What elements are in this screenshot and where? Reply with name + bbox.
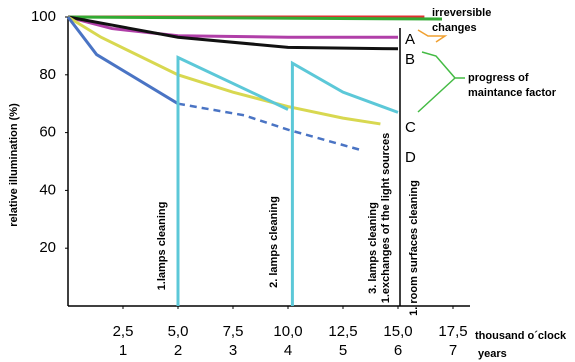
series-line <box>67 15 399 51</box>
x-tick-label: 10,0 <box>273 323 302 340</box>
series-line <box>67 15 443 21</box>
y-tick-label: 60 <box>39 124 56 141</box>
annotation: changes <box>432 22 477 34</box>
year-label: 2 <box>174 342 182 359</box>
annotation: A <box>405 31 415 48</box>
annotation: D <box>405 149 416 166</box>
year-label: 7 <box>449 342 457 359</box>
year-label: 6 <box>394 342 402 359</box>
y-tick-label: 100 <box>31 8 56 25</box>
series-line <box>176 55 289 306</box>
bracket <box>417 51 465 113</box>
y-tick-label: 80 <box>39 66 56 83</box>
y-axis-title: relative illumination (%) <box>8 103 20 227</box>
annotation: 1. room surfaces cleaning <box>408 180 420 316</box>
x-tick-label: 15,0 <box>383 323 412 340</box>
series-line <box>177 102 361 152</box>
x-tick-label: 12,5 <box>328 323 357 340</box>
annotation: B <box>405 51 415 68</box>
year-label: 5 <box>339 342 347 359</box>
x-tick-label: 17,5 <box>438 323 467 340</box>
y-tick-label: 40 <box>39 181 56 198</box>
annotation: 3. lamps cleaning <box>367 202 379 294</box>
x2-axis-title: years <box>478 348 507 360</box>
annotation: 2. lamps cleaning <box>268 196 280 288</box>
series-line <box>66 16 179 105</box>
series-line <box>290 60 399 306</box>
bracket <box>417 29 448 43</box>
annotation: maintance factor <box>468 87 557 99</box>
annotation: progress of <box>468 72 529 84</box>
x-tick-label: 5,0 <box>168 323 189 340</box>
x-tick-label: 7,5 <box>223 323 244 340</box>
year-label: 3 <box>229 342 237 359</box>
annotation: 1.lamps cleaning <box>156 202 168 291</box>
x-axis-title: thousand o´clock <box>475 330 567 342</box>
year-label: 1 <box>119 342 127 359</box>
y-tick-label: 20 <box>39 239 56 256</box>
annotation: irreversible <box>432 7 491 19</box>
series-line <box>67 15 381 126</box>
year-label: 4 <box>284 342 292 359</box>
annotation: C <box>405 119 416 136</box>
x-tick-label: 2,5 <box>113 323 134 340</box>
annotation: 1.exchanges of the light sources <box>380 133 392 304</box>
